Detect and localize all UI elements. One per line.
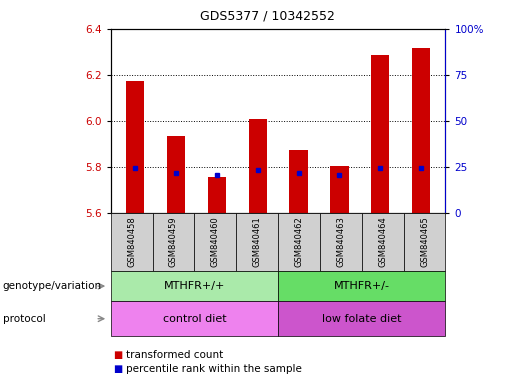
Text: genotype/variation: genotype/variation — [3, 281, 101, 291]
Bar — [412, 48, 430, 213]
Bar — [126, 81, 144, 213]
Text: GSM840462: GSM840462 — [295, 217, 303, 267]
Text: control diet: control diet — [163, 314, 226, 324]
Text: GSM840458: GSM840458 — [127, 217, 136, 267]
Text: low folate diet: low folate diet — [322, 314, 402, 324]
Text: ■: ■ — [113, 364, 123, 374]
Bar — [249, 119, 267, 213]
Text: MTHFR+/+: MTHFR+/+ — [164, 281, 225, 291]
Bar — [208, 177, 226, 213]
Text: GDS5377 / 10342552: GDS5377 / 10342552 — [200, 10, 335, 23]
Bar — [167, 136, 185, 213]
Bar — [289, 150, 307, 213]
Text: protocol: protocol — [3, 314, 45, 324]
Text: GSM840461: GSM840461 — [253, 217, 262, 267]
Text: MTHFR+/-: MTHFR+/- — [334, 281, 390, 291]
Text: GSM840460: GSM840460 — [211, 217, 220, 267]
Text: transformed count: transformed count — [126, 350, 224, 360]
Text: GSM840464: GSM840464 — [378, 217, 387, 267]
Text: GSM840465: GSM840465 — [420, 217, 429, 267]
Text: ■: ■ — [113, 350, 123, 360]
Bar — [330, 166, 349, 213]
Bar — [371, 55, 389, 213]
Text: percentile rank within the sample: percentile rank within the sample — [126, 364, 302, 374]
Text: GSM840463: GSM840463 — [336, 217, 346, 267]
Text: GSM840459: GSM840459 — [169, 217, 178, 267]
